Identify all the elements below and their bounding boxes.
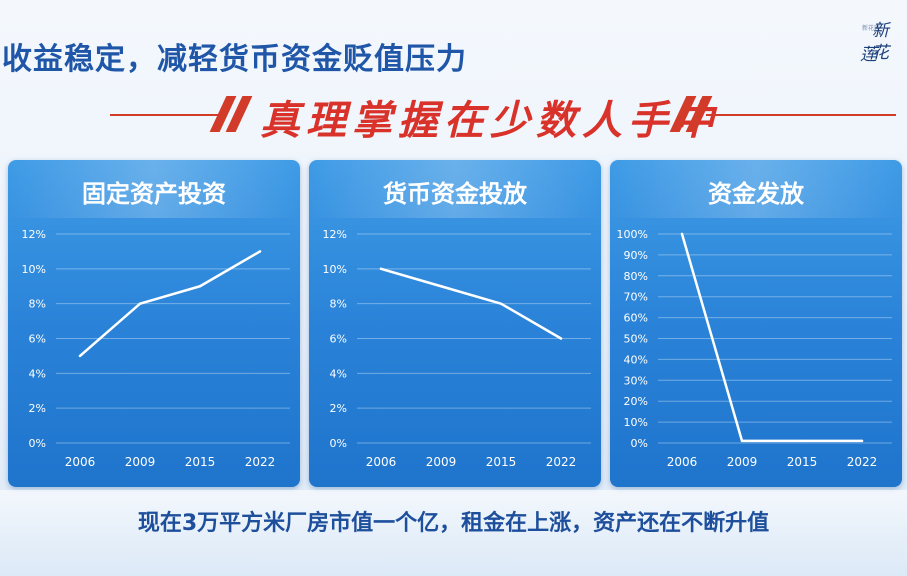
x-tick-label: 2009 [727,455,758,469]
panel-header [309,160,601,218]
y-tick-label: 50% [624,333,648,346]
series-line [680,232,864,443]
y-tick-label: 30% [624,374,648,387]
x-tick-label: 2006 [667,455,698,469]
data-point [559,337,563,340]
series-line [78,250,262,358]
x-tick-label: 2022 [245,455,276,469]
y-tick-label: 60% [624,312,648,325]
y-tick-label: 8% [29,298,46,311]
y-tick-label: 0% [631,437,648,450]
chart-plot: 0% 10% 20% 30% 40% 50% 60% 70% 80% 90% 100% 2006 200… [617,228,892,469]
chart-title: 资金发放 [708,180,804,208]
y-tick-label: 0% [29,437,46,450]
panel-header [610,160,902,218]
brand-logo: 新花莲 新花 莲 [858,18,904,78]
logo-text-1: 新花 [872,21,889,63]
chart-panel-money-supply: 货币资金投放 0% 2% 4% 6% 8% 10% 12% 2006 2009 2015 2022 [309,160,601,487]
series-line [379,267,563,340]
x-tick-label: 2022 [847,455,878,469]
data-point [680,232,684,236]
y-tick-label: 100% [617,228,648,241]
x-tick-label: 2015 [185,455,216,469]
data-point [198,285,202,288]
y-tick-label: 4% [330,367,347,380]
data-point [78,354,82,358]
chart-plot: 0% 2% 4% 6% 8% 10% 12% 2006 2009 2015 2022 [323,228,591,469]
y-tick-label: 10% [323,263,347,276]
data-point [499,302,503,305]
y-tick-label: 70% [624,291,648,304]
y-tick-label: 10% [22,263,46,276]
data-point [439,285,443,288]
data-point [860,439,864,443]
y-tick-label: 80% [624,270,648,283]
y-tick-label: 6% [330,333,347,346]
x-tick-label: 2006 [366,455,397,469]
data-point [258,250,262,253]
bottom-caption: 现在3万平方米厂房市值一个亿，租金在上涨，资产还在不断升值 [137,511,770,536]
banner-rule-right [706,114,896,116]
logo-small-text: 新花莲 [862,25,881,32]
y-tick-label: 12% [22,228,46,241]
x-tick-label: 2015 [486,455,517,469]
chart-title: 货币资金投放 [383,180,527,208]
chart-plot: 0% 2% 4% 6% 8% 10% 12% 2006 2009 2015 2022 [22,228,290,469]
y-tick-label: 90% [624,249,648,262]
chart-panel-fixed-assets: 固定资产投资 0% 2% 4% 6% 8% 10% 12% 2006 2009 2015 2022 [8,160,300,487]
data-point [800,439,804,443]
y-tick-label: 40% [624,353,648,366]
banner-text: 真理掌握在少数人手中 [260,97,720,144]
x-tick-label: 2022 [546,455,577,469]
banner-rule-left [110,114,220,116]
y-tick-label: 0% [330,437,347,450]
y-tick-label: 8% [330,298,347,311]
slogan-banner: 真理掌握在少数人手中 [110,86,896,144]
y-tick-label: 6% [29,333,46,346]
floor-reflection [0,490,907,576]
logo-text-2: 莲 [860,45,877,65]
data-point [740,439,744,443]
data-point [138,302,142,305]
x-tick-label: 2015 [787,455,818,469]
x-tick-label: 2009 [426,455,457,469]
y-tick-label: 20% [624,395,648,408]
chart-panel-fund-issuance: 资金发放 0% 10% 20% 30% 40% 50% 60% 70% 80% 90% 100% 20… [610,160,902,487]
panel-header [8,160,300,218]
data-point [379,267,383,271]
y-tick-label: 4% [29,367,46,380]
y-tick-label: 2% [330,402,347,415]
y-tick-label: 10% [624,416,648,429]
chart-title: 固定资产投资 [82,180,226,208]
y-tick-label: 2% [29,402,46,415]
page-title: 收益稳定，减轻货币资金贬值压力 [2,42,467,77]
y-tick-label: 12% [323,228,347,241]
x-tick-label: 2006 [65,455,96,469]
x-tick-label: 2009 [125,455,156,469]
